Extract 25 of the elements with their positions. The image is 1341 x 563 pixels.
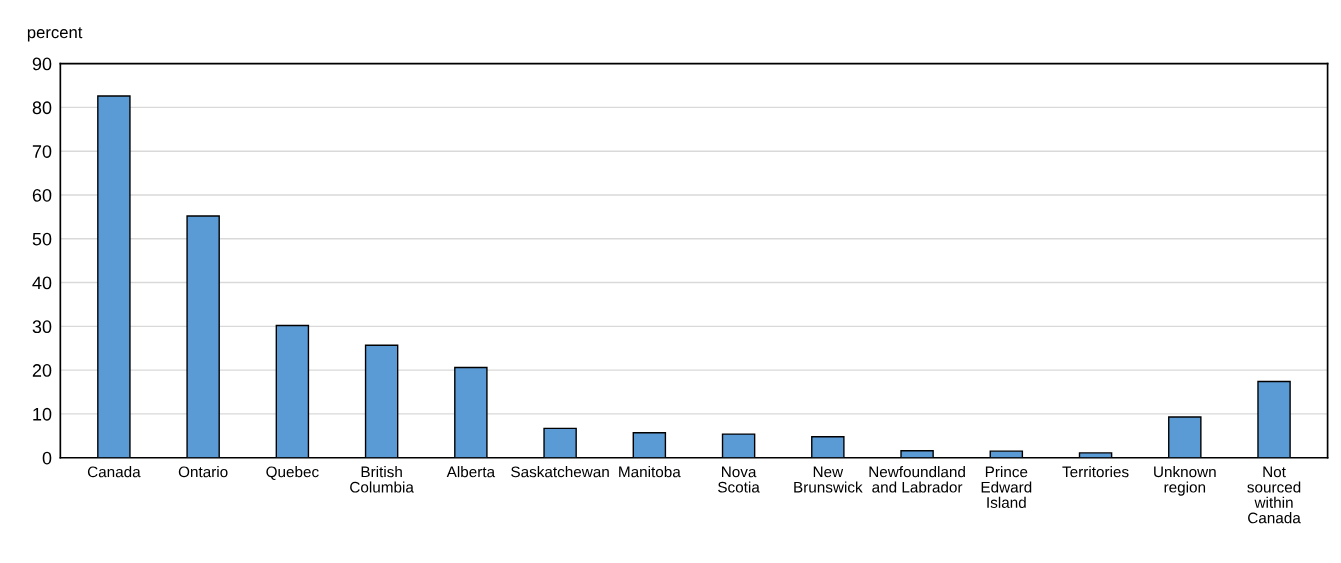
x-tick-label: Nova Scotia (718, 466, 760, 493)
x-tick-label: New Brunswick (794, 466, 863, 493)
y-tick-label: 50 (32, 232, 52, 246)
x-tick-label: Quebec (266, 466, 319, 481)
x-tick-label: Manitoba (619, 466, 681, 478)
x-tick-label: Not sourced within Canada (1247, 466, 1301, 524)
x-tick-label: Newfoundland and Labrador (869, 466, 965, 493)
y-tick-label: 70 (32, 145, 52, 158)
y-tick-label: 20 (32, 364, 52, 377)
y-tick-label: 0 (42, 451, 52, 465)
y-tick-label: 10 (33, 407, 52, 421)
x-tick-label: Prince Edward Island (981, 466, 1032, 508)
x-tick-label: Alberta (446, 466, 496, 478)
x-tick-label: Territories (1062, 466, 1129, 478)
x-tick-label: Saskatchewan (511, 466, 609, 478)
x-tick-label: Ontario (178, 466, 228, 478)
x-tick-label: Unknown region (1154, 466, 1216, 496)
x-tick-label: Canada (87, 466, 141, 478)
y-tick-label: 40 (32, 276, 52, 290)
y-tick-label: 60 (32, 188, 52, 202)
x-tick-label: British Columbia (350, 466, 414, 493)
y-axis-title: percent (27, 27, 83, 42)
y-tick-label: 80 (32, 101, 52, 115)
y-tick-label: 90 (32, 57, 52, 71)
y-tick-label: 30 (32, 320, 52, 334)
